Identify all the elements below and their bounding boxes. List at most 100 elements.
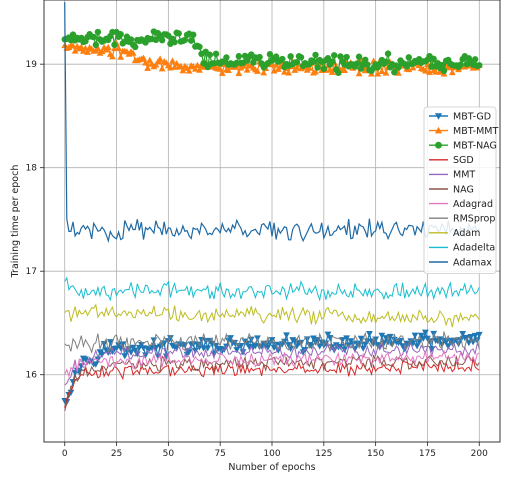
data-point: [169, 57, 176, 64]
data-point: [181, 36, 189, 44]
legend-label: Adadelta: [453, 243, 495, 254]
data-point: [442, 339, 450, 346]
data-point: [378, 332, 386, 339]
data-point: [421, 67, 429, 74]
data-point: [426, 338, 433, 345]
data-point: [279, 55, 286, 63]
data-point: [69, 42, 77, 49]
data-point: [287, 53, 294, 60]
data-point: [310, 335, 317, 342]
data-point: [104, 349, 112, 356]
data-point: [453, 337, 460, 344]
data-point: [293, 58, 301, 66]
data-point: [448, 68, 456, 76]
data-point: [104, 43, 112, 50]
data-point: [475, 331, 483, 339]
series-group: [61, 2, 483, 412]
data-point: [106, 339, 114, 346]
series-adam: [64, 303, 480, 328]
data-point: [411, 332, 419, 339]
data-point: [127, 36, 135, 43]
data-point: [471, 56, 479, 63]
data-point: [405, 54, 412, 61]
data-point: [413, 343, 421, 350]
data-point: [355, 53, 363, 60]
data-point: [158, 65, 166, 72]
x-tick-label: 125: [315, 449, 332, 459]
data-point: [94, 28, 102, 36]
x-tick-label: 200: [471, 449, 488, 459]
data-point: [384, 50, 392, 57]
data-point: [243, 340, 251, 347]
data-point: [285, 69, 292, 76]
data-point: [382, 69, 390, 76]
data-point: [158, 37, 166, 44]
data-point: [440, 67, 448, 75]
legend-label: Adamax: [453, 257, 492, 268]
data-point: [140, 54, 147, 61]
data-point: [243, 66, 251, 73]
data-point: [90, 33, 97, 41]
data-point: [204, 345, 212, 352]
data-point: [179, 67, 187, 74]
data-point: [92, 361, 100, 368]
legend-box: [423, 106, 497, 275]
data-point: [233, 347, 241, 354]
data-point: [305, 64, 313, 71]
y-tick-label: 18: [26, 164, 38, 174]
data-point: [121, 353, 129, 360]
data-point: [264, 344, 272, 351]
x-axis-label: Number of epochs: [228, 462, 315, 473]
data-point: [330, 52, 338, 59]
data-point: [250, 59, 257, 66]
data-point: [324, 331, 332, 338]
data-point: [225, 66, 232, 74]
legend-item: Adadelta: [429, 243, 495, 254]
data-point: [77, 43, 85, 50]
data-point: [320, 65, 328, 73]
data-point: [382, 58, 390, 66]
legend-marker: [435, 141, 442, 149]
data-point: [328, 58, 336, 65]
data-point: [384, 339, 392, 346]
data-point: [409, 64, 417, 71]
data-point: [283, 332, 290, 339]
data-point: [235, 69, 243, 76]
series-sgd: [64, 358, 480, 408]
series-line: [64, 303, 480, 328]
data-point: [256, 53, 263, 61]
data-point: [463, 334, 471, 342]
data-point: [343, 335, 351, 342]
data-point: [167, 335, 174, 342]
x-tick-label: 50: [163, 449, 175, 459]
data-point: [391, 69, 398, 76]
data-point: [471, 332, 479, 340]
legend-label: MBT-MMT: [453, 126, 498, 137]
data-point: [426, 68, 433, 75]
data-point: [208, 340, 216, 348]
data-point: [438, 61, 446, 69]
data-point: [185, 67, 193, 74]
data-point: [281, 68, 288, 75]
data-point: [272, 61, 280, 68]
data-point: [109, 53, 116, 60]
data-point: [119, 341, 127, 348]
data-point: [444, 343, 452, 350]
data-point: [171, 38, 178, 46]
legend-marker: [434, 113, 443, 120]
data-point: [206, 51, 214, 58]
data-point: [154, 353, 162, 360]
data-point: [266, 51, 274, 58]
data-point: [239, 349, 247, 356]
data-point: [312, 51, 319, 59]
data-point: [175, 30, 182, 37]
legend-item: RMSprop: [429, 214, 495, 225]
x-tick-label: 175: [419, 449, 436, 459]
data-point: [457, 61, 464, 68]
data-point: [94, 44, 102, 51]
data-point: [476, 62, 483, 69]
legend-item: MBT-MMT: [429, 126, 498, 137]
data-point: [378, 67, 386, 74]
